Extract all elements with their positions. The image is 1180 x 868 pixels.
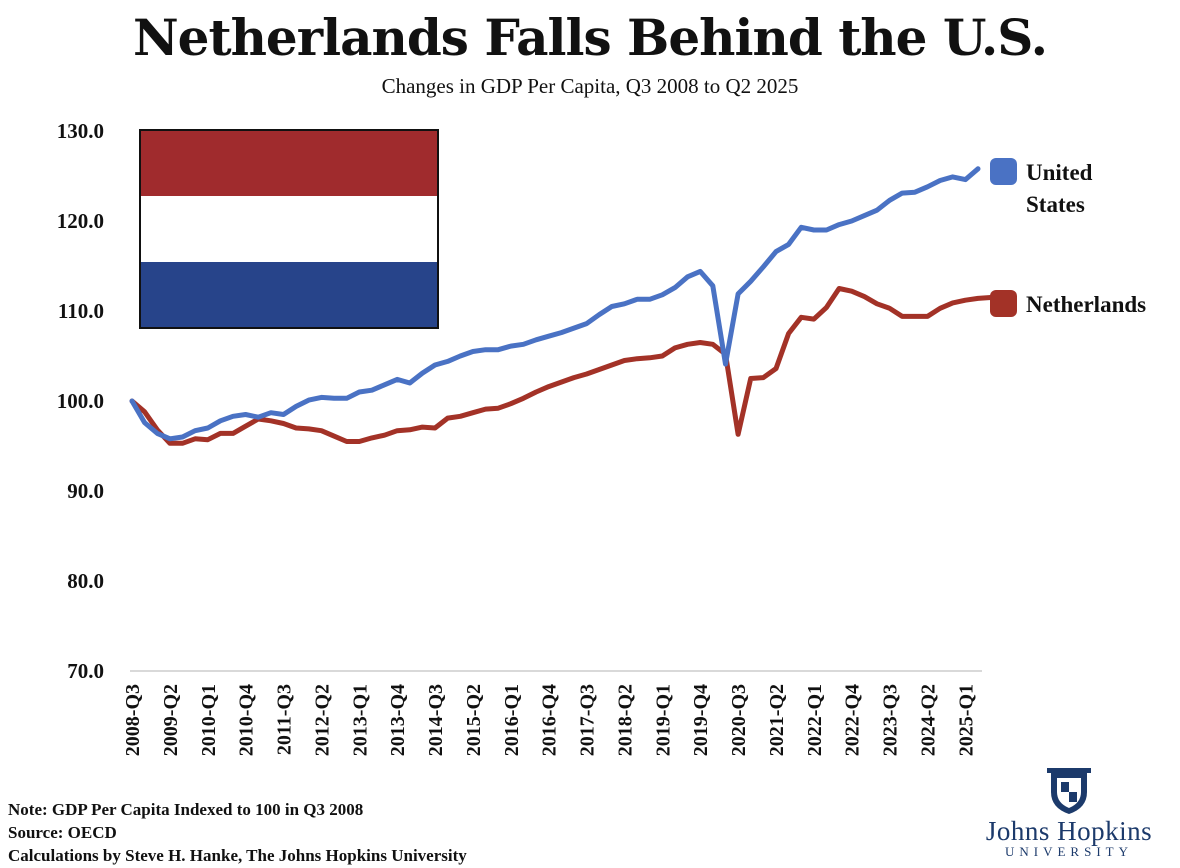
source-text: Source: OECD <box>8 823 117 842</box>
logo-name: Johns Hopkins <box>985 816 1153 846</box>
legend: United States Netherlands <box>990 158 1146 317</box>
x-tick-label: 2023-Q3 <box>880 684 902 756</box>
johns-hopkins-logo: Johns Hopkins UNIVERSITY <box>974 766 1164 862</box>
y-tick-label: 70.0 <box>67 659 104 683</box>
y-tick-label: 100.0 <box>57 389 104 413</box>
y-tick-label: 120.0 <box>57 209 104 233</box>
credit-text: Calculations by Steve H. Hanke, The John… <box>8 846 467 865</box>
chart-title: Netherlands Falls Behind the U.S. <box>132 8 1048 67</box>
x-tick-label: 2010-Q4 <box>236 684 258 756</box>
university-shield-icon <box>1047 768 1091 814</box>
y-tick-label: 130.0 <box>57 119 104 143</box>
x-tick-label: 2024-Q2 <box>917 684 939 756</box>
x-tick-label: 2013-Q1 <box>349 684 371 756</box>
logo-subtitle: UNIVERSITY <box>1005 844 1133 859</box>
series-line-netherlands <box>129 286 994 446</box>
y-tick-label: 90.0 <box>67 479 104 503</box>
series-line-united-states <box>129 166 981 442</box>
flag-stripe-red <box>140 130 438 196</box>
x-tick-label: 2016-Q1 <box>501 684 523 756</box>
x-tick-label: 2016-Q4 <box>539 684 561 756</box>
x-tick-label: 2022-Q1 <box>804 684 826 756</box>
x-tick-label: 2025-Q1 <box>955 684 977 756</box>
y-tick-label: 80.0 <box>67 569 104 593</box>
legend-swatch <box>990 290 1017 317</box>
legend-label: Netherlands <box>1026 292 1146 317</box>
x-tick-label: 2013-Q4 <box>387 684 409 756</box>
x-tick-label: 2019-Q4 <box>690 684 712 756</box>
x-axis: 2008-Q3 2009-Q2 2010-Q1 2010-Q4 2011-Q3 2012-… <box>122 670 982 756</box>
x-tick-label: 2012-Q2 <box>311 684 333 756</box>
legend-label: States <box>1026 192 1085 217</box>
chart-subtitle: Changes in GDP Per Capita, Q3 2008 to Q2… <box>381 74 799 98</box>
legend-swatch <box>990 158 1017 185</box>
note-text: Note: GDP Per Capita Indexed to 100 in Q… <box>8 800 364 819</box>
x-tick-label: 2022-Q4 <box>842 684 864 756</box>
x-tick-label: 2015-Q2 <box>463 684 485 756</box>
netherlands-flag <box>139 129 439 329</box>
x-tick-label: 2009-Q2 <box>160 684 182 756</box>
flag-stripe-white <box>140 196 438 262</box>
x-tick-label: 2014-Q3 <box>425 684 447 756</box>
x-tick-label: 2010-Q1 <box>198 684 220 756</box>
y-axis: 70.0 80.0 90.0 100.0 110.0 120.0 130.0 <box>57 119 104 683</box>
legend-label: United <box>1026 160 1093 185</box>
x-tick-label: 2020-Q3 <box>728 684 750 756</box>
series-lines <box>129 166 994 446</box>
x-tick-label: 2008-Q3 <box>122 684 144 756</box>
x-tick-label: 2011-Q3 <box>274 684 296 755</box>
footnotes: Note: GDP Per Capita Indexed to 100 in Q… <box>8 798 467 867</box>
x-tick-label: 2018-Q2 <box>614 684 636 756</box>
x-tick-label: 2019-Q1 <box>652 684 674 756</box>
flag-border <box>139 129 439 329</box>
x-tick-label: 2021-Q2 <box>766 684 788 756</box>
x-tick-label: 2017-Q3 <box>577 684 599 756</box>
flag-stripe-blue <box>140 262 438 328</box>
y-tick-label: 110.0 <box>58 299 104 323</box>
